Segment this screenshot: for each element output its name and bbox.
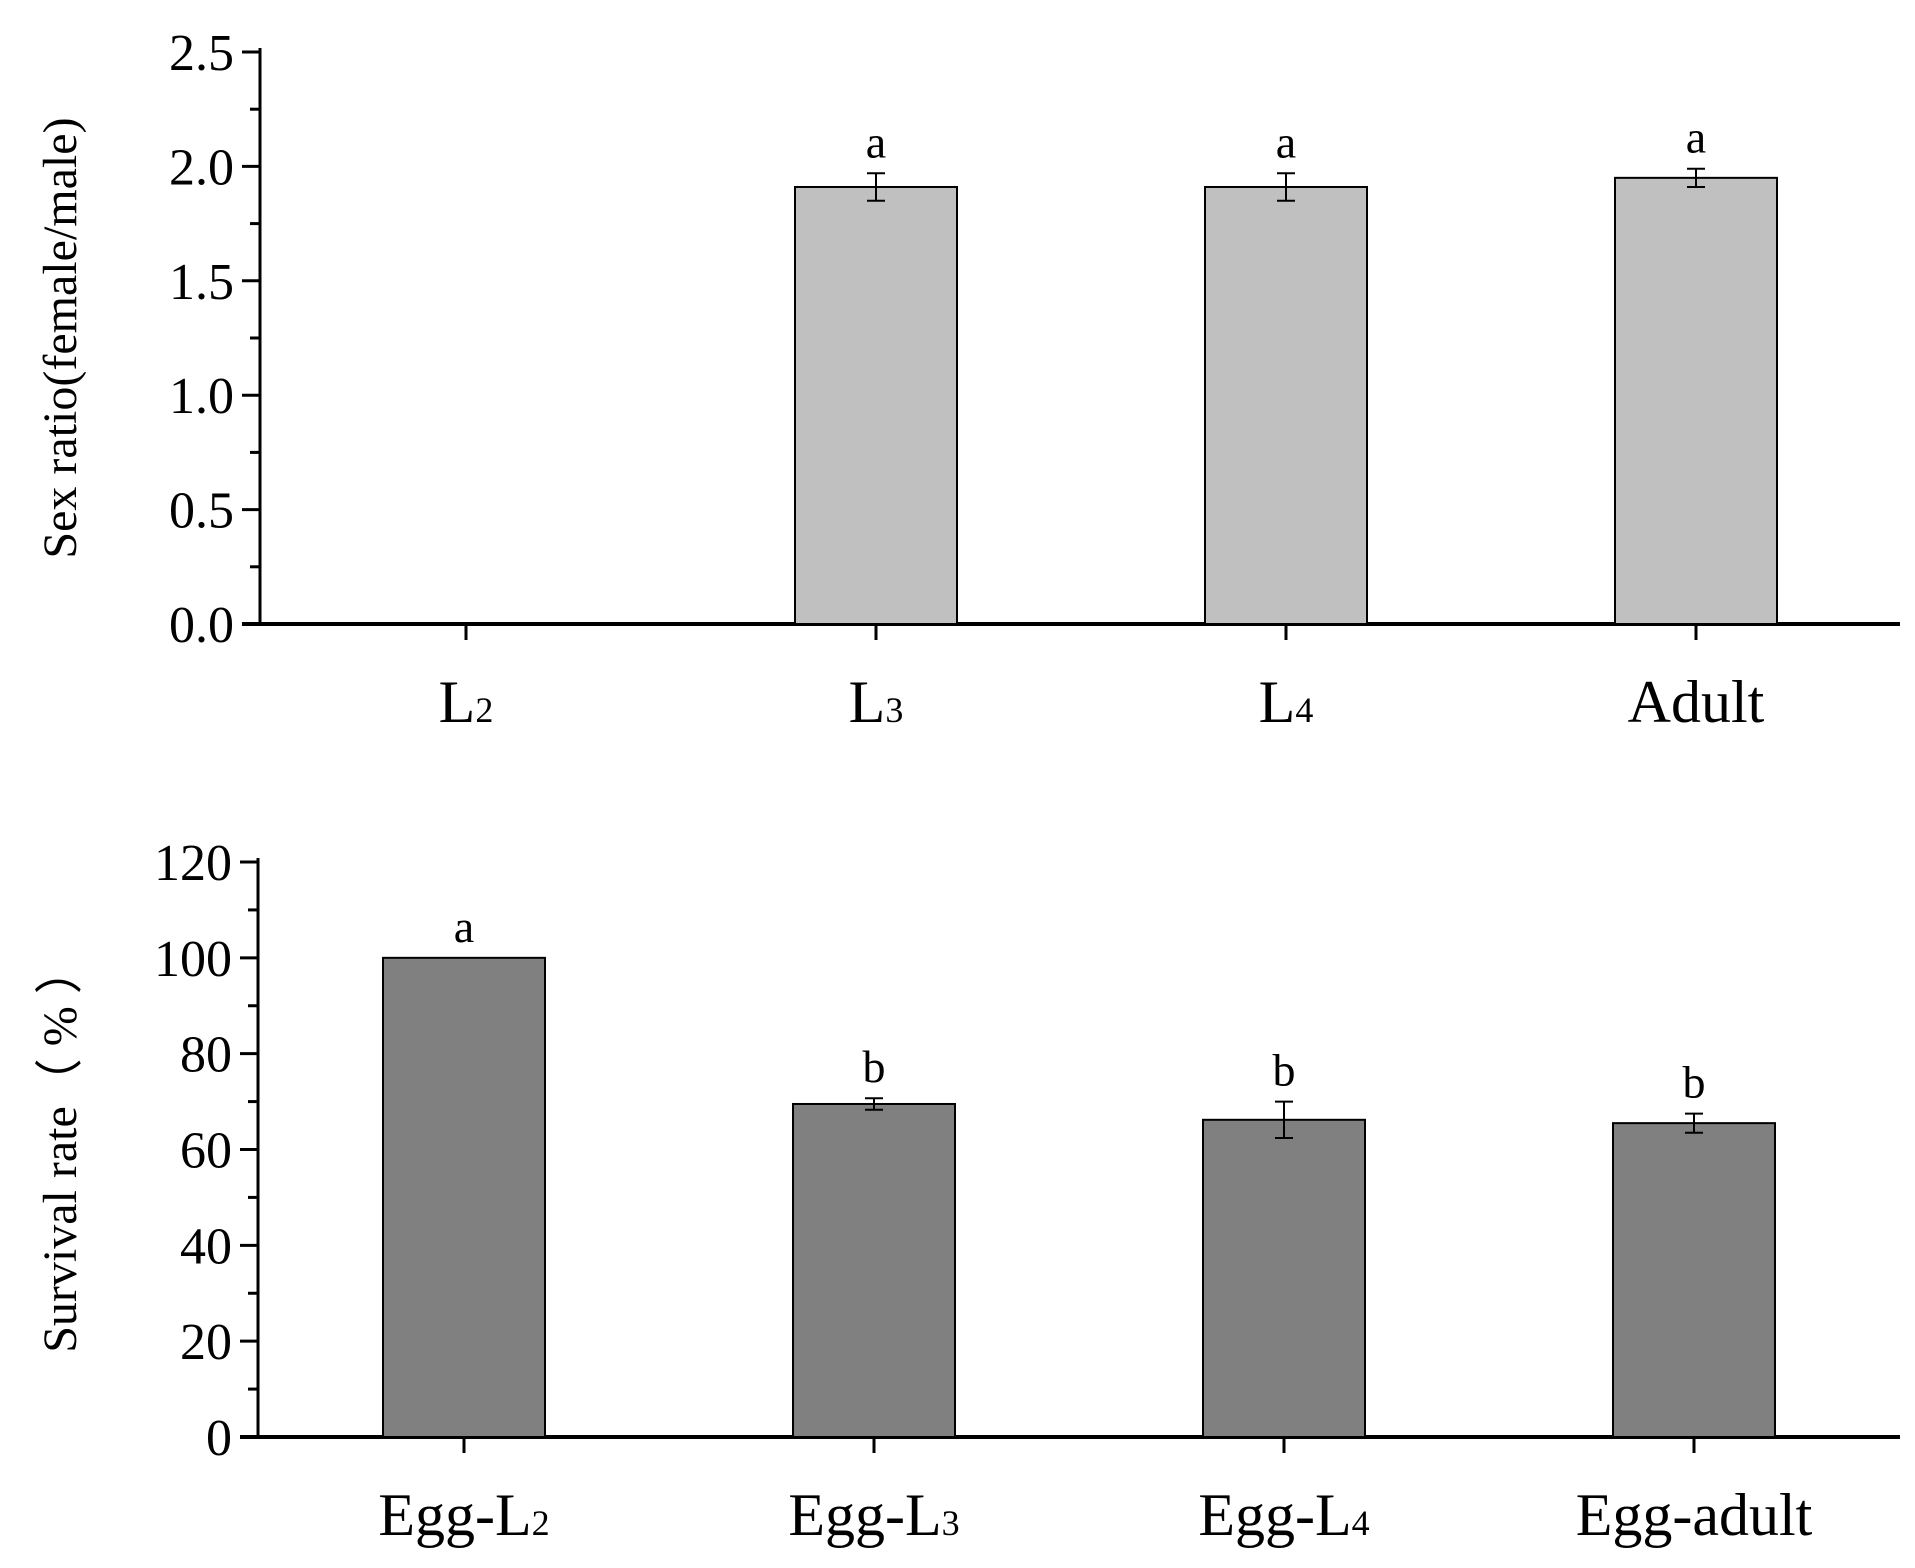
category-label: Adult <box>1628 669 1765 735</box>
bar <box>1202 1118 1366 1438</box>
y-tick-label: 0.5 <box>169 483 234 540</box>
significance-label: a <box>454 901 474 952</box>
y-tick-label: 100 <box>154 931 232 988</box>
chart-panel-bottom: 0 20 40 60 80 100 120 Survival rate（ % ） a Egg-L2… <box>34 835 1900 1548</box>
y-tick-label: 0 <box>206 1410 232 1467</box>
y-axis-title: Sex ratio(female/male) <box>34 117 87 558</box>
significance-label: b <box>1683 1057 1706 1108</box>
y-tick-label: 0.0 <box>169 597 234 654</box>
y-tick-label: 120 <box>154 835 232 892</box>
bar <box>1612 1122 1776 1439</box>
category-label: Egg-L3 <box>788 1482 959 1548</box>
significance-label: a <box>1686 112 1706 163</box>
category-label: Egg-L2 <box>378 1482 549 1548</box>
category-label: L2 <box>439 669 494 735</box>
chart-panel-top: 0.0 0.5 1.0 1.5 2.0 2.5 Sex ratio(female/male)… <box>34 25 1900 735</box>
significance-label: b <box>863 1041 886 1092</box>
bar <box>792 1102 956 1438</box>
significance-label: b <box>1273 1045 1296 1096</box>
y-tick-label: 2.0 <box>169 139 234 196</box>
y-tick-label: 20 <box>180 1314 232 1371</box>
bar <box>382 956 546 1438</box>
bar <box>1204 185 1368 625</box>
y-tick-label: 80 <box>180 1027 232 1084</box>
bar <box>794 185 958 625</box>
significance-label: a <box>866 116 886 167</box>
significance-label: a <box>1276 116 1296 167</box>
y-tick-label: 1.0 <box>169 368 234 425</box>
category-label: Egg-adult <box>1576 1482 1813 1548</box>
y-tick-label: 40 <box>180 1218 232 1275</box>
category-label: Egg-L4 <box>1198 1482 1369 1548</box>
category-label: L3 <box>849 669 904 735</box>
y-axis-title: Survival rate（ % ） <box>34 946 87 1353</box>
y-tick-label: 60 <box>180 1123 232 1180</box>
bar <box>1614 176 1778 625</box>
y-tick-label: 2.5 <box>169 25 234 82</box>
y-tick-label: 1.5 <box>169 254 234 311</box>
category-label: L4 <box>1259 669 1314 735</box>
